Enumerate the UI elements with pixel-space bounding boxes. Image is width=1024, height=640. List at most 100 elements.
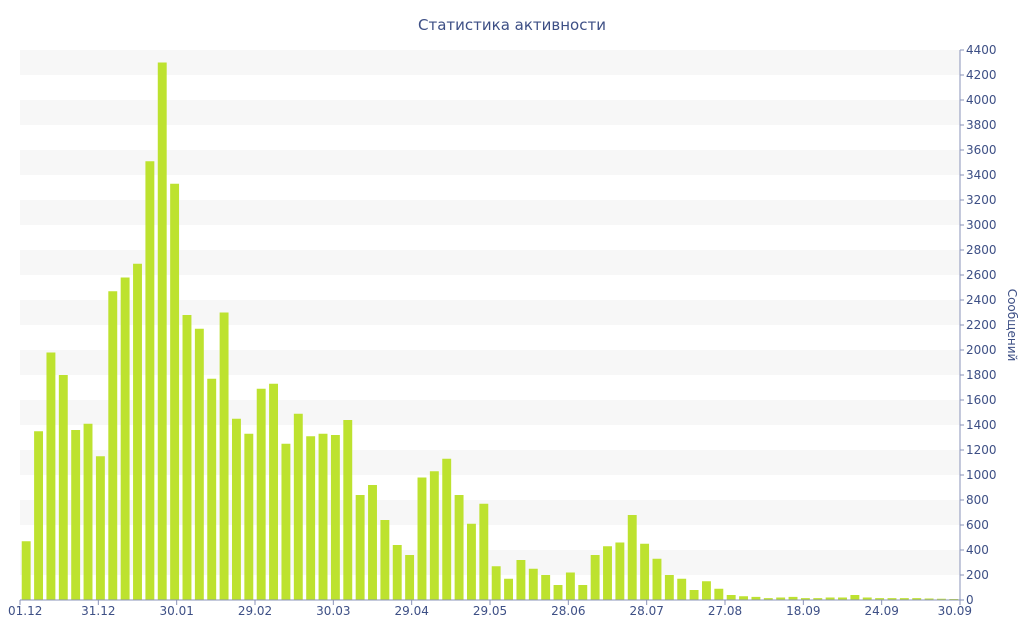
bar xyxy=(83,423,93,600)
y-tick-label: 1200 xyxy=(966,443,997,457)
bar xyxy=(875,598,885,601)
bar xyxy=(133,263,142,600)
y-tick-label: 3800 xyxy=(966,118,997,132)
x-tick-label: 01.12 xyxy=(8,604,42,618)
bar xyxy=(751,596,761,601)
y-tick-label: 0 xyxy=(966,593,974,607)
bar xyxy=(466,523,476,600)
bar xyxy=(763,598,773,601)
bar xyxy=(800,598,810,601)
bar xyxy=(269,383,279,600)
y-tick-label: 2800 xyxy=(966,243,997,257)
bar xyxy=(306,436,316,600)
y-tick-label: 2200 xyxy=(966,318,997,332)
x-tick-label: 29.05 xyxy=(473,604,507,618)
y-tick-label: 1800 xyxy=(966,368,997,382)
bar xyxy=(46,352,56,600)
y-axis-label: Сообщений xyxy=(1005,289,1019,362)
bar xyxy=(58,375,68,600)
bar xyxy=(677,578,687,600)
y-tick-label: 400 xyxy=(966,543,989,557)
grid-band xyxy=(20,150,960,175)
bar xyxy=(541,575,551,600)
y-tick-label: 4000 xyxy=(966,93,997,107)
y-tick-label: 600 xyxy=(966,518,989,532)
y-tick-label: 2600 xyxy=(966,268,997,282)
bar xyxy=(405,555,415,600)
bar xyxy=(479,503,489,600)
bar xyxy=(368,485,377,600)
bar xyxy=(231,418,241,600)
grid-band xyxy=(20,100,960,125)
y-tick-label: 1400 xyxy=(966,418,997,432)
bar xyxy=(936,598,946,600)
x-tick-label: 29.04 xyxy=(394,604,428,618)
bar xyxy=(578,585,588,600)
y-tick-label: 2400 xyxy=(966,293,997,307)
bar xyxy=(120,277,130,600)
bar xyxy=(182,315,192,600)
bar xyxy=(219,312,229,600)
bar xyxy=(145,161,155,600)
bar xyxy=(739,596,749,600)
x-tick-label: 27.08 xyxy=(708,604,742,618)
x-tick-labels: 01.12 31.12 30.01 29.02 30.03 29.04 29.05 28.06… xyxy=(8,600,972,618)
bar xyxy=(392,545,402,600)
y-tick-label: 3200 xyxy=(966,193,997,207)
bar xyxy=(899,598,909,601)
bar xyxy=(887,598,897,601)
bar xyxy=(862,597,872,600)
bar xyxy=(170,183,180,600)
y-tick-labels: 0 200 400 600 800 1000 1200 1400 1600 1800 2000 220… xyxy=(960,43,997,607)
x-tick-label: 28.06 xyxy=(551,604,585,618)
bar xyxy=(516,560,526,600)
bar xyxy=(343,420,353,600)
grid-band xyxy=(20,50,960,75)
bar xyxy=(652,558,662,600)
bar xyxy=(701,581,711,600)
y-tick-label: 200 xyxy=(966,568,989,582)
bar xyxy=(813,598,823,601)
bar xyxy=(825,597,835,600)
y-tick-label: 1000 xyxy=(966,468,997,482)
bar xyxy=(528,568,538,600)
x-tick-label: 24.09 xyxy=(864,604,898,618)
bar xyxy=(664,575,674,600)
bar xyxy=(850,595,860,600)
bar xyxy=(627,515,637,600)
y-tick-label: 2000 xyxy=(966,343,997,357)
x-tick-label: 30.09 xyxy=(938,604,972,618)
bar xyxy=(95,456,105,600)
bar xyxy=(194,328,204,600)
bar xyxy=(207,378,217,600)
bar xyxy=(21,541,31,600)
bar xyxy=(603,546,612,600)
y-tick-label: 3400 xyxy=(966,168,997,182)
y-tick-label: 1600 xyxy=(966,393,997,407)
bar xyxy=(776,597,786,600)
bar xyxy=(417,477,427,600)
x-tick-label: 30.03 xyxy=(316,604,350,618)
bar xyxy=(454,495,464,600)
bar xyxy=(244,433,254,600)
y-tick-label: 4400 xyxy=(966,43,997,57)
bar xyxy=(590,555,600,600)
bar xyxy=(689,590,699,600)
bar xyxy=(788,596,798,601)
bar xyxy=(380,520,390,600)
bar xyxy=(491,566,501,600)
x-tick-label: 28.07 xyxy=(629,604,663,618)
y-tick-label: 3600 xyxy=(966,143,997,157)
bar xyxy=(71,430,81,600)
bar xyxy=(553,585,563,600)
bar xyxy=(293,413,303,600)
chart-title: Статистика активности xyxy=(418,16,606,34)
bar xyxy=(640,543,650,600)
bar xyxy=(838,597,847,600)
bar xyxy=(615,542,625,600)
bar xyxy=(256,388,266,600)
bar xyxy=(442,458,452,600)
bar xyxy=(912,598,922,601)
